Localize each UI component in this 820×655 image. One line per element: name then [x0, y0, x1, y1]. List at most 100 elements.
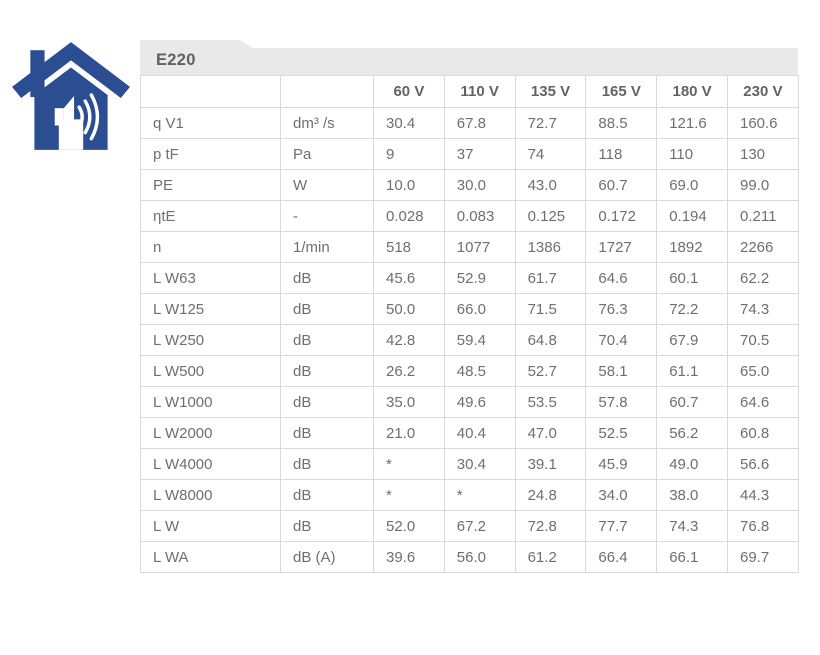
value-cell: 70.5: [726, 324, 799, 356]
value-cell: 0.194: [656, 200, 728, 232]
value-cell: 64.8: [514, 324, 587, 356]
value-cell: 53.5: [514, 386, 587, 418]
voltage-header-cell: 60 V: [373, 75, 445, 108]
unit-cell: W: [280, 169, 374, 201]
value-cell: 1892: [656, 231, 728, 263]
param-cell: L W: [140, 510, 281, 542]
value-cell: 74: [514, 138, 587, 170]
table-row: L W8000 dB * * 24.8 34.0 38.0 44.3: [140, 479, 799, 511]
roof-shape: [12, 42, 130, 99]
value-cell: 67.2: [443, 510, 516, 542]
value-cell: 45.9: [585, 448, 658, 480]
table-row: L W1000 dB 35.0 49.6 53.5 57.8 60.7 64.6: [140, 386, 799, 418]
value-cell: 52.5: [585, 417, 658, 449]
house-sound-icon: [10, 36, 132, 158]
value-cell: 44.3: [726, 479, 799, 511]
value-cell: 58.1: [585, 355, 658, 387]
value-cell: 56.2: [656, 417, 728, 449]
value-cell: *: [373, 448, 445, 480]
table-row: L W500 dB 26.2 48.5 52.7 58.1 61.1 65.0: [140, 355, 799, 387]
unit-cell: Pa: [280, 138, 374, 170]
value-cell: 0.083: [443, 200, 516, 232]
param-cell: ηtE: [140, 200, 281, 232]
value-cell: 56.0: [443, 541, 516, 573]
value-cell: 64.6: [585, 262, 658, 294]
empty-header-cell: [140, 75, 281, 108]
table-row: L W63 dB 45.6 52.9 61.7 64.6 60.1 62.2: [140, 262, 799, 294]
param-cell: L W125: [140, 293, 281, 325]
value-cell: 52.0: [373, 510, 445, 542]
value-cell: 1386: [514, 231, 587, 263]
value-cell: 1727: [585, 231, 658, 263]
unit-cell: dB: [280, 417, 374, 449]
value-cell: 0.028: [373, 200, 445, 232]
table-row: L W125 dB 50.0 66.0 71.5 76.3 72.2 74.3: [140, 293, 799, 325]
value-cell: 69.0: [656, 169, 728, 201]
unit-cell: dB: [280, 324, 374, 356]
value-cell: 24.8: [514, 479, 587, 511]
value-cell: 64.6: [726, 386, 799, 418]
spec-table-head: 60 V 110 V 135 V 165 V 180 V 230 V: [140, 75, 799, 108]
value-cell: 67.9: [656, 324, 728, 356]
value-cell: 66.4: [585, 541, 658, 573]
table-row: PE W 10.0 30.0 43.0 60.7 69.0 99.0: [140, 169, 799, 201]
value-cell: 52.9: [443, 262, 516, 294]
table-row: n 1/min 518 1077 1386 1727 1892 2266: [140, 231, 799, 263]
value-cell: 61.7: [514, 262, 587, 294]
param-cell: L W1000: [140, 386, 281, 418]
param-cell: L W250: [140, 324, 281, 356]
spec-panel: E220 60 V 110 V 135 V 165 V 180 V 230 V q V1 d…: [140, 40, 799, 573]
value-cell: 49.6: [443, 386, 516, 418]
house-sound-icon-svg: [12, 42, 130, 150]
value-cell: 67.8: [443, 107, 516, 139]
spec-table-body: q V1 dm³ /s 30.4 67.8 72.7 88.5 121.6 160.6 p tF…: [140, 107, 799, 573]
spec-table: 60 V 110 V 135 V 165 V 180 V 230 V q V1 dm³ /s…: [140, 75, 799, 573]
unit-cell: dB: [280, 355, 374, 387]
value-cell: 60.7: [585, 169, 658, 201]
value-cell: 21.0: [373, 417, 445, 449]
speaker-icon: [54, 93, 100, 141]
value-cell: 39.1: [514, 448, 587, 480]
unit-cell: dB (A): [280, 541, 374, 573]
value-cell: 88.5: [585, 107, 658, 139]
value-cell: 518: [373, 231, 445, 263]
unit-cell: dB: [280, 448, 374, 480]
value-cell: 65.0: [726, 355, 799, 387]
value-cell: 52.7: [514, 355, 587, 387]
value-cell: 0.172: [585, 200, 658, 232]
unit-cell: -: [280, 200, 374, 232]
value-cell: 99.0: [726, 169, 799, 201]
value-cell: 45.6: [373, 262, 445, 294]
value-cell: 74.3: [726, 293, 799, 325]
voltage-header-cell: 135 V: [514, 75, 587, 108]
value-cell: 69.7: [726, 541, 799, 573]
unit-cell: 1/min: [280, 231, 374, 263]
panel-title: E220: [156, 51, 196, 69]
value-cell: 59.4: [443, 324, 516, 356]
voltage-header-cell: 110 V: [443, 75, 516, 108]
unit-cell: dB: [280, 510, 374, 542]
value-cell: 49.0: [656, 448, 728, 480]
value-cell: 38.0: [656, 479, 728, 511]
param-cell: p tF: [140, 138, 281, 170]
value-cell: 72.7: [514, 107, 587, 139]
value-cell: 72.8: [514, 510, 587, 542]
table-row: p tF Pa 9 37 74 118 110 130: [140, 138, 799, 170]
param-cell: L W4000: [140, 448, 281, 480]
voltage-header-cell: 230 V: [726, 75, 799, 108]
value-cell: 9: [373, 138, 445, 170]
value-cell: 77.7: [585, 510, 658, 542]
table-row: L W250 dB 42.8 59.4 64.8 70.4 67.9 70.5: [140, 324, 799, 356]
param-cell: PE: [140, 169, 281, 201]
voltage-header-row: 60 V 110 V 135 V 165 V 180 V 230 V: [140, 75, 799, 108]
value-cell: 56.6: [726, 448, 799, 480]
param-cell: L W500: [140, 355, 281, 387]
value-cell: 62.2: [726, 262, 799, 294]
param-cell: q V1: [140, 107, 281, 139]
param-cell: L W63: [140, 262, 281, 294]
value-cell: 30.0: [443, 169, 516, 201]
table-row: L W2000 dB 21.0 40.4 47.0 52.5 56.2 60.8: [140, 417, 799, 449]
value-cell: 43.0: [514, 169, 587, 201]
unit-cell: dB: [280, 293, 374, 325]
value-cell: 72.2: [656, 293, 728, 325]
